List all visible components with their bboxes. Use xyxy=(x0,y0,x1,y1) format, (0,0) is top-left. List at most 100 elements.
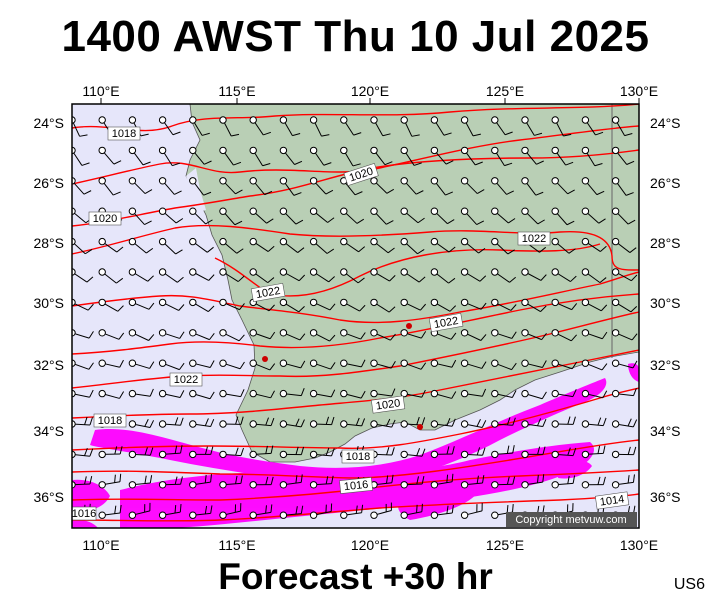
wind-barb-feather xyxy=(119,359,124,368)
wind-barb-feather xyxy=(269,363,276,371)
wind-barb-feather xyxy=(595,131,604,136)
wind-barb-feather xyxy=(633,388,637,396)
wind-barb-station xyxy=(249,177,257,185)
wind-barb-feather xyxy=(625,192,634,196)
wind-barb-station xyxy=(430,237,439,246)
wind-barb-feather xyxy=(174,504,177,514)
wind-barb-feather xyxy=(512,504,514,513)
wind-barb-station xyxy=(128,146,137,155)
wind-barb-feather xyxy=(295,506,298,515)
wind-barb-feather xyxy=(511,362,517,370)
lon-label-top: 120°E xyxy=(351,83,389,99)
wind-barb-feather xyxy=(391,447,395,456)
wind-barb-feather xyxy=(239,303,245,310)
wind-barb-station xyxy=(611,146,620,155)
wind-barb-station xyxy=(189,359,197,367)
wind-barb-feather xyxy=(476,447,481,456)
wind-barb-feather xyxy=(632,474,635,483)
wind-barb-station xyxy=(581,450,590,459)
wind-barb-feather xyxy=(451,505,454,514)
wind-barb-feather xyxy=(295,475,298,484)
wind-barb-feather xyxy=(267,245,275,252)
wind-barb-feather xyxy=(572,416,576,425)
wind-barb-feather xyxy=(174,417,179,426)
wind-barb-feather xyxy=(331,416,335,425)
wind-barb-feather xyxy=(602,476,606,485)
wind-barb-feather xyxy=(446,505,449,514)
wind-barb-station xyxy=(279,268,288,276)
wind-barb-station xyxy=(189,207,197,215)
wind-barb-feather xyxy=(265,417,269,426)
city-marker xyxy=(417,424,423,430)
wind-barb-station xyxy=(189,116,197,124)
lon-label-bottom: 110°E xyxy=(82,537,119,553)
lat-label-right: 32°S xyxy=(650,357,681,373)
wind-barb-feather xyxy=(506,504,509,514)
wind-barb-feather xyxy=(506,476,510,485)
city-marker xyxy=(406,323,412,329)
wind-barb-feather xyxy=(84,476,87,485)
wind-barb-station xyxy=(611,420,620,428)
wind-barb-station xyxy=(249,481,257,489)
wind-barb-feather xyxy=(235,475,238,484)
wind-barb-station xyxy=(279,359,288,367)
wind-barb-feather xyxy=(476,419,481,427)
wind-barb-station xyxy=(430,146,439,155)
wind-barb-station xyxy=(309,389,318,398)
wind-barb-feather xyxy=(148,302,155,310)
wind-barb-feather xyxy=(627,418,632,427)
wind-barb-feather xyxy=(596,190,605,196)
wind-barb-station xyxy=(581,268,590,276)
wind-barb-station xyxy=(370,420,378,428)
wind-barb-feather xyxy=(235,416,239,425)
wind-barb-feather xyxy=(325,447,330,456)
wind-barb-station xyxy=(219,450,227,459)
wind-barb-feather xyxy=(421,417,426,426)
wind-barb-station xyxy=(158,329,167,337)
wind-barb-feather xyxy=(178,304,185,311)
wind-barb-feather xyxy=(119,505,122,514)
wind-barb-feather xyxy=(204,446,208,455)
wind-barb-feather xyxy=(541,391,547,399)
wind-barb-feather xyxy=(323,162,332,166)
wind-barb-feather xyxy=(416,448,421,456)
wind-barb-feather xyxy=(391,388,396,397)
wind-barb-station xyxy=(219,420,227,428)
wind-barb-station xyxy=(611,177,620,185)
wind-barb-station xyxy=(400,481,408,489)
wind-barb-feather xyxy=(179,362,185,370)
wind-barb-feather xyxy=(359,304,366,312)
wind-barb-station xyxy=(340,146,348,155)
wind-barb-station xyxy=(158,146,167,155)
wind-barb-feather xyxy=(506,190,514,195)
wind-barb-feather xyxy=(627,475,630,484)
wind-barb-station xyxy=(430,177,439,185)
wind-barb-feather xyxy=(446,417,451,426)
lat-label-left: 28°S xyxy=(33,235,64,251)
wind-barb-station xyxy=(189,237,197,246)
wind-barb-feather xyxy=(594,163,603,167)
wind-barb-feather xyxy=(566,220,575,226)
wind-barb-station xyxy=(551,207,559,215)
wind-barb-station xyxy=(460,268,469,276)
wind-barb-feather xyxy=(89,417,93,426)
wind-barb-station xyxy=(551,237,559,246)
isobar-label: 1022 xyxy=(255,285,281,301)
wind-barb-station xyxy=(309,268,318,276)
wind-barb-feather xyxy=(240,447,245,456)
wind-barb-feather xyxy=(116,246,124,253)
wind-barb-feather xyxy=(325,476,329,485)
wind-barb-station xyxy=(430,481,439,489)
wind-barb-station xyxy=(400,450,408,459)
lon-label-top: 125°E xyxy=(486,83,524,99)
wind-barb-feather xyxy=(209,391,215,399)
wind-barb-station xyxy=(400,420,408,428)
wind-barb-feather xyxy=(504,162,513,167)
wind-barb-feather xyxy=(443,132,452,136)
wind-barb-feather xyxy=(571,303,578,310)
wind-barb-station xyxy=(279,146,288,155)
wind-barb-feather xyxy=(626,160,635,165)
wind-barb-feather xyxy=(451,418,456,427)
wind-barb-feather xyxy=(209,332,215,340)
isobar-label: 1022 xyxy=(433,315,459,331)
